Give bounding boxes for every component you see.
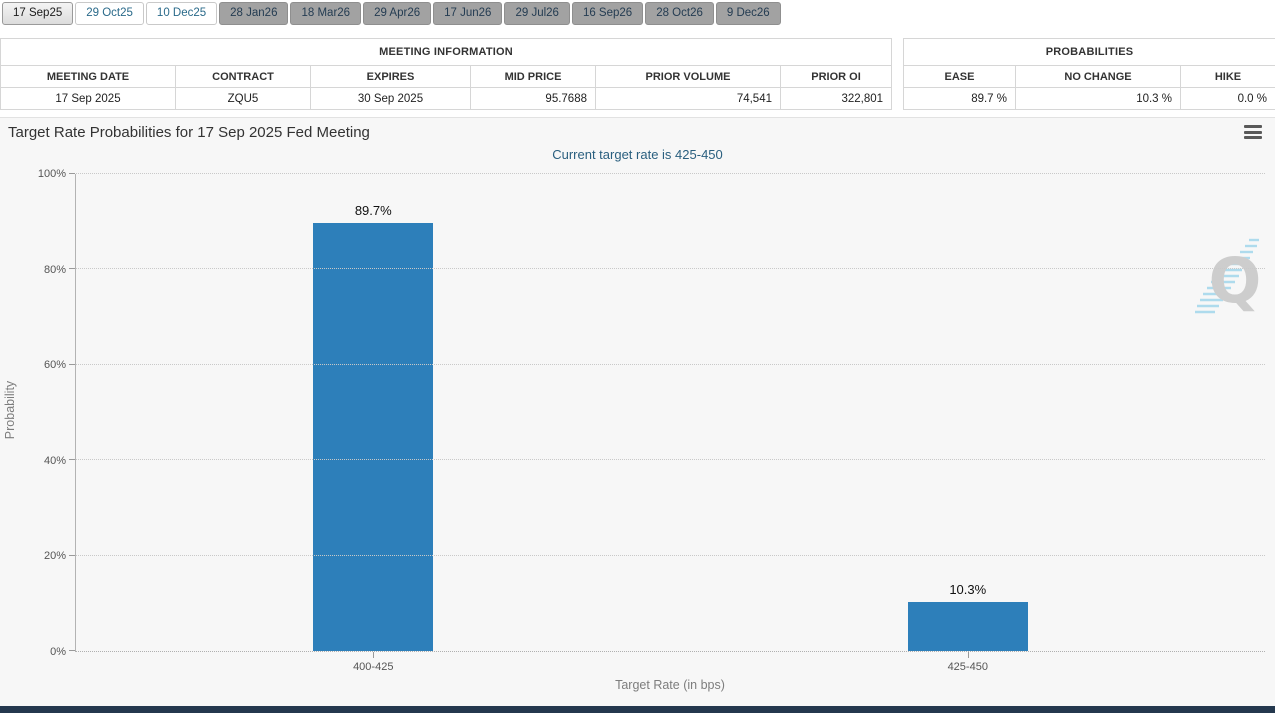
prior-oi-value: 322,801 (779, 87, 893, 110)
meeting-information-table: MEETING INFORMATION MEETING DATE CONTRAC… (0, 38, 893, 110)
x-axis-title: Target Rate (in bps) (615, 678, 725, 692)
col-no-change: NO CHANGE (1015, 65, 1181, 88)
chart-subtitle: Current target rate is 425-450 (552, 147, 723, 162)
meeting-tabs: 17 Sep25 29 Oct25 10 Dec25 28 Jan26 18 Mar26… (0, 0, 1275, 26)
svg-text:Q: Q (1209, 244, 1262, 317)
bar-value-label: 89.7% (354, 203, 392, 219)
hike-value: 0.0 % (1179, 87, 1275, 110)
x-axis-tick (373, 652, 375, 658)
contract-value: ZQU5 (175, 87, 311, 110)
plot-area: Q 89.7% 400-425 10.3% 425-450 (69, 173, 1265, 673)
y-tick-label: 60% (43, 359, 66, 372)
gridline (76, 268, 1265, 270)
col-contract: CONTRACT (175, 65, 311, 88)
y-tick-label: 40% (43, 454, 66, 467)
category-label: 425-450 (947, 661, 988, 673)
meeting-information-title: MEETING INFORMATION (0, 38, 893, 66)
expires-value: 30 Sep 2025 (310, 87, 471, 110)
y-axis-tick (69, 459, 75, 461)
gridline (76, 459, 1265, 461)
ease-value: 89.7 % (903, 87, 1016, 110)
table-row: 17 Sep 2025 ZQU5 30 Sep 2025 95.7688 74,… (0, 87, 893, 110)
tab-18-mar26[interactable]: 18 Mar26 (290, 2, 362, 25)
meeting-date-value: 17 Sep 2025 (0, 87, 176, 110)
bar-group-425-450: 10.3% 425-450 (907, 174, 1028, 673)
chart-menu-icon[interactable] (1244, 125, 1262, 140)
tab-29-oct25[interactable]: 29 Oct25 (75, 2, 144, 25)
col-ease: EASE (903, 65, 1016, 88)
col-mid-price: MID PRICE (470, 65, 596, 88)
y-axis-tick (69, 173, 75, 174)
gridline (76, 363, 1265, 365)
bar-group-400-425: 89.7% 400-425 (313, 174, 434, 673)
table-row: 89.7 % 10.3 % 0.0 % (903, 87, 1275, 110)
gridline (76, 554, 1265, 556)
y-tick-label: 0% (50, 646, 66, 658)
prior-volume-value: 74,541 (595, 87, 781, 110)
tab-29-apr26[interactable]: 29 Apr26 (363, 2, 432, 25)
mid-price-value: 95.7688 (470, 87, 596, 110)
chart-panel: Target Rate Probabilities for 17 Sep 202… (0, 117, 1275, 713)
tab-17-jun26[interactable]: 17 Jun26 (433, 2, 503, 25)
bar[interactable] (907, 601, 1028, 651)
chart-title: Target Rate Probabilities for 17 Sep 202… (8, 124, 370, 141)
quikstrike-watermark-icon: Q (1195, 238, 1262, 317)
y-tick-label: 20% (43, 550, 66, 563)
tab-29-jul26[interactable]: 29 Jul26 (504, 2, 570, 25)
bar-value-label: 10.3% (949, 581, 987, 597)
y-axis-tick (69, 650, 75, 651)
tab-9-dec26[interactable]: 9 Dec26 (715, 2, 781, 25)
col-hike: HIKE (1179, 65, 1275, 88)
col-prior-volume: PRIOR VOLUME (595, 65, 781, 88)
tab-16-sep26[interactable]: 16 Sep26 (571, 2, 644, 25)
col-meeting-date: MEETING DATE (0, 65, 176, 88)
no-change-value: 10.3 % (1015, 87, 1181, 110)
tab-17-sep25[interactable]: 17 Sep25 (2, 2, 74, 25)
probabilities-table: PROBABILITIES EASE NO CHANGE HIKE 89.7 %… (902, 38, 1275, 110)
y-axis-tick-labels: 0% 20% 40% 60% 80% 100% (0, 168, 68, 658)
probabilities-title: PROBABILITIES (902, 38, 1275, 66)
y-axis-tick (69, 363, 75, 365)
category-label: 400-425 (353, 661, 394, 673)
bar[interactable] (313, 223, 434, 651)
tab-10-dec25[interactable]: 10 Dec25 (145, 2, 218, 25)
col-expires: EXPIRES (310, 65, 471, 88)
y-axis-tick (69, 554, 75, 556)
footer-bar (0, 706, 1275, 713)
y-tick-label: 100% (37, 168, 66, 180)
tab-28-jan26[interactable]: 28 Jan26 (219, 2, 289, 25)
x-axis-tick (967, 652, 969, 658)
y-tick-label: 80% (43, 263, 66, 276)
col-prior-oi: PRIOR OI (779, 65, 893, 88)
y-axis-tick (69, 268, 75, 270)
gridline (76, 173, 1265, 174)
tab-28-oct26[interactable]: 28 Oct26 (645, 2, 714, 25)
